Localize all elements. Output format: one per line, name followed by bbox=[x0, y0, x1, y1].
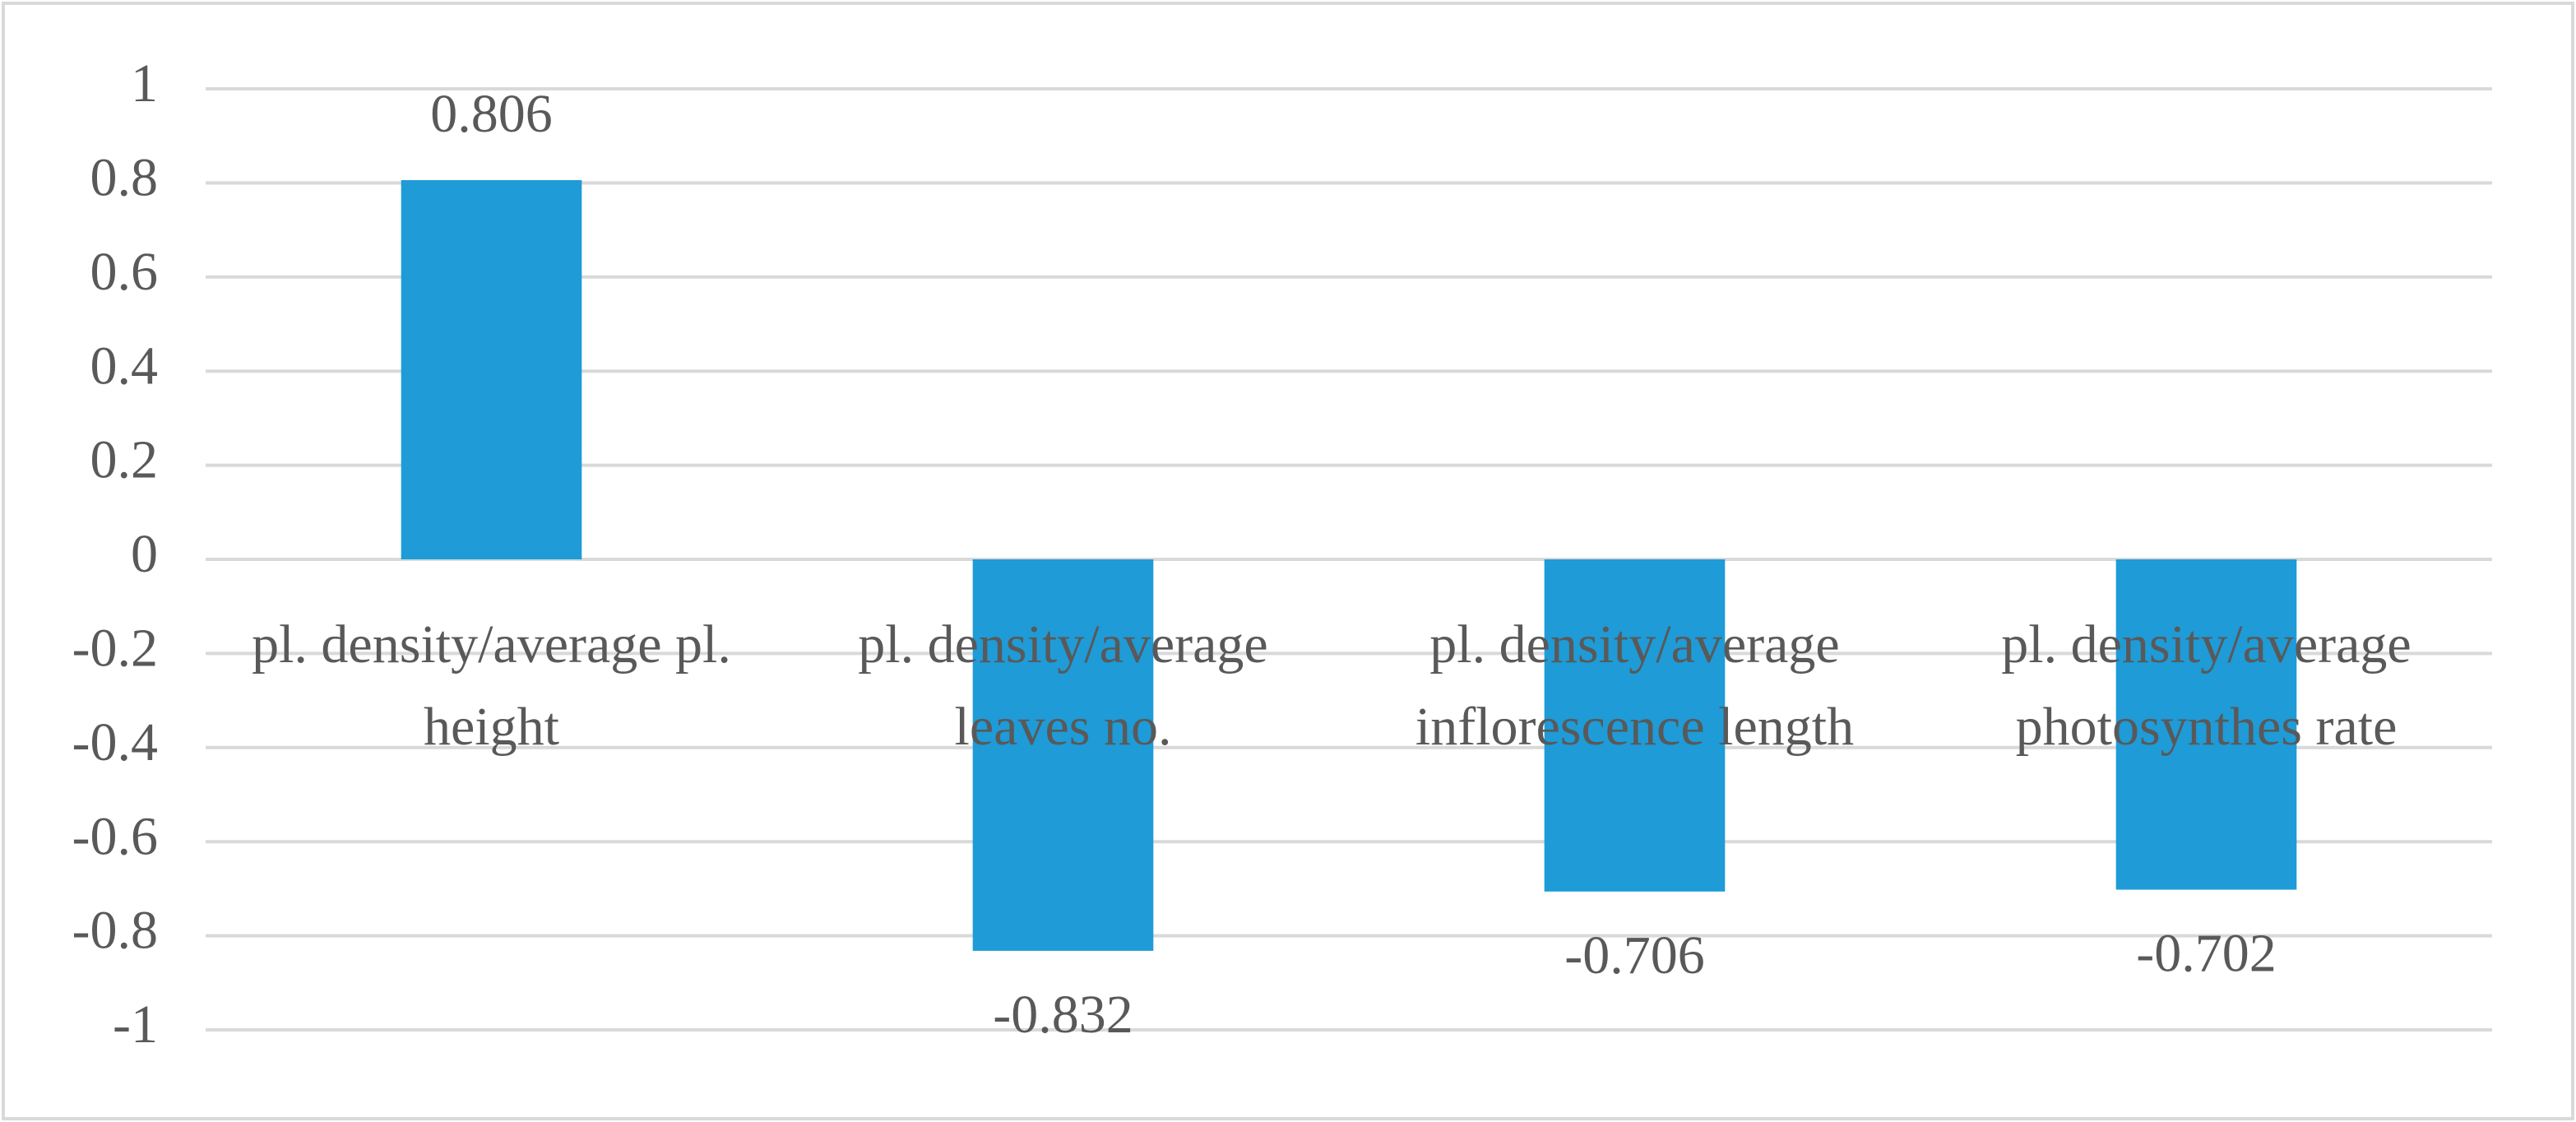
x-tick-label: pl. density/average leaves no. bbox=[858, 614, 1267, 757]
bars bbox=[401, 179, 2297, 951]
bar bbox=[401, 179, 582, 559]
value-label: -0.702 bbox=[2136, 924, 2276, 984]
value-label: 0.806 bbox=[430, 84, 553, 144]
y-tick-label: 0.4 bbox=[90, 336, 159, 396]
x-tick-label: pl. density/average pl. height bbox=[252, 614, 731, 757]
y-tick-label: -0.6 bbox=[72, 806, 158, 866]
y-tick-label: -1 bbox=[113, 994, 158, 1055]
y-tick-label: 0 bbox=[131, 524, 158, 584]
value-label: -0.832 bbox=[993, 985, 1133, 1045]
y-tick-label: 0.6 bbox=[90, 242, 159, 302]
y-tick-label: 0.2 bbox=[90, 430, 159, 490]
bar bbox=[1544, 559, 1726, 892]
y-tick-label: -0.8 bbox=[72, 901, 158, 961]
bar bbox=[2115, 559, 2297, 890]
grid bbox=[206, 87, 2492, 1032]
bar bbox=[972, 559, 1154, 951]
value-label: -0.706 bbox=[1564, 925, 1704, 985]
y-tick-label: 0.8 bbox=[90, 148, 159, 208]
x-tick-label: pl. density/average photosynthes rate bbox=[2001, 614, 2411, 757]
y-tick-label: -0.2 bbox=[72, 619, 158, 679]
y-tick-label: 1 bbox=[131, 53, 158, 114]
labels: -1 -0.8 -0.6 -0.4 -0.2 0 0.2 0.4 0.6 0.8 1 0.806 -0.… bbox=[72, 53, 2412, 1055]
x-tick-label: pl. density/average inflorescence length bbox=[1415, 614, 1854, 757]
y-tick-label: -0.4 bbox=[72, 712, 158, 772]
